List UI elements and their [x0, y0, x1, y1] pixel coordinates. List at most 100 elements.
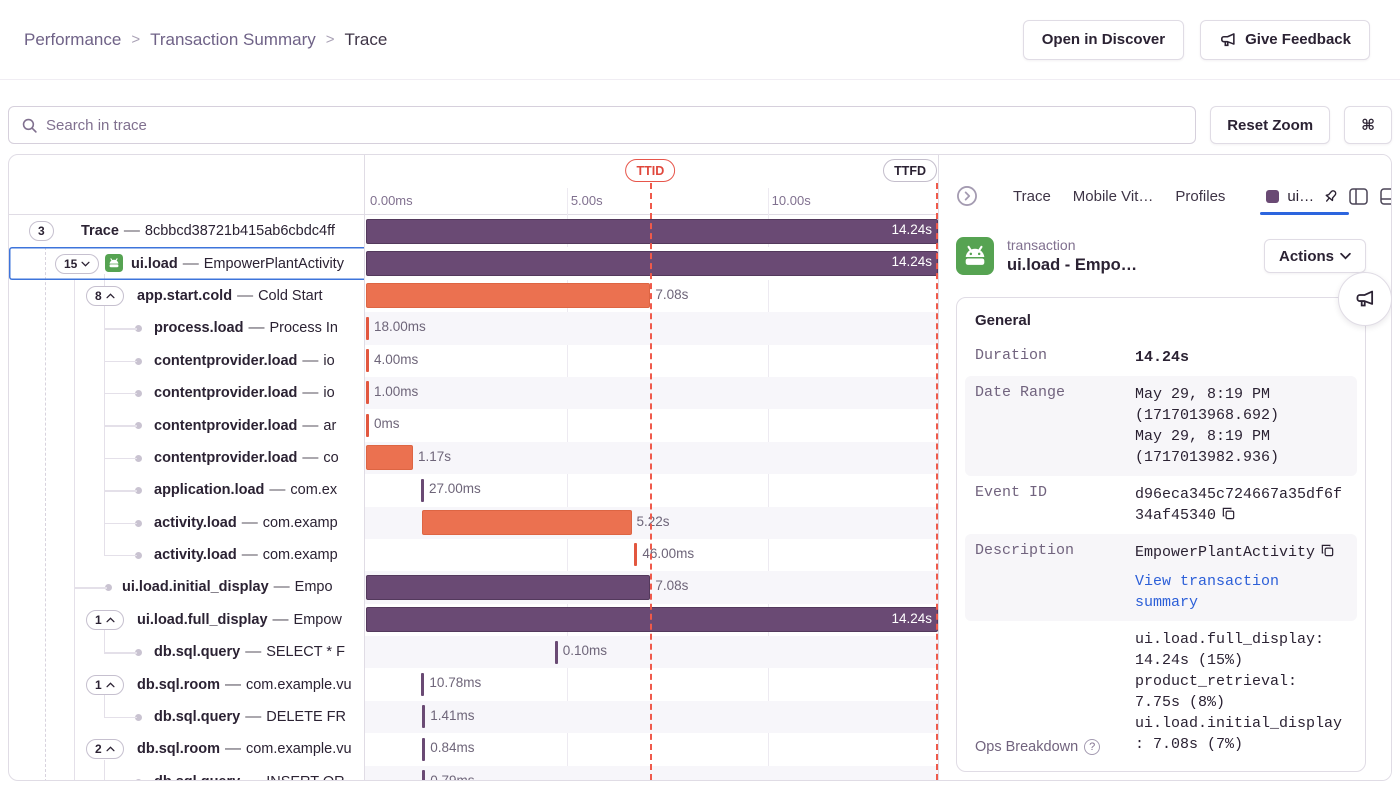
span-row[interactable]: 1 db.sql.room — com.example.vu 10.78ms — [9, 668, 938, 700]
feedback-float-button[interactable] — [1338, 272, 1391, 326]
span-label: application.load — com.ex — [154, 481, 338, 499]
span-bar[interactable] — [366, 574, 651, 600]
span-row-tree-cell[interactable]: 15 ui.load — EmpowerPlantActivity — [9, 247, 364, 279]
tab-profiles[interactable]: Profiles — [1164, 188, 1236, 205]
dock-bottom-button[interactable] — [1380, 187, 1391, 205]
search-box[interactable] — [8, 106, 1197, 144]
span-row-tree-cell[interactable]: contentprovider.load — io — [9, 377, 364, 409]
span-tick[interactable] — [422, 705, 426, 729]
span-row-tree-cell[interactable]: contentprovider.load — io — [9, 345, 364, 377]
general-row-description: Description EmpowerPlantActivity View tran… — [965, 534, 1357, 621]
span-bar[interactable] — [366, 445, 413, 471]
span-tick[interactable] — [421, 672, 425, 696]
expand-pill[interactable]: 2 — [86, 739, 124, 760]
span-row-tree-cell[interactable]: application.load — com.ex — [9, 474, 364, 506]
span-row-tree-cell[interactable]: ui.load.initial_display — Empo — [9, 571, 364, 603]
span-row-tree-cell[interactable]: 8 app.start.cold — Cold Start — [9, 280, 364, 312]
dock-left-button[interactable] — [1349, 187, 1368, 205]
span-label: ui.load.initial_display — Empo — [122, 578, 333, 596]
copy-icon[interactable] — [1221, 506, 1236, 521]
copy-icon[interactable] — [1320, 543, 1335, 558]
span-row[interactable]: activity.load — com.examp 5.22s — [9, 506, 938, 539]
span-row[interactable]: db.sql.query — DELETE FR 1.41ms — [9, 700, 938, 734]
span-row[interactable]: 2 db.sql.room — com.example.vu 0.84ms — [9, 733, 938, 765]
tab-trace[interactable]: Trace — [1002, 188, 1062, 205]
span-row-chart-cell[interactable]: 7.08s — [364, 280, 938, 312]
expand-pill[interactable]: 3 — [29, 221, 54, 242]
leaf-connector-dot — [135, 422, 142, 430]
span-row-tree-cell[interactable]: 3 Trace —8cbbcd38721b415ab6cbdc4ff — [9, 215, 364, 247]
span-row[interactable]: contentprovider.load — co 1.17s — [9, 441, 938, 475]
span-row-chart-cell[interactable]: 0ms — [364, 409, 938, 441]
span-bar[interactable] — [366, 283, 651, 309]
span-tick[interactable] — [422, 770, 426, 780]
actions-dropdown[interactable]: Actions — [1263, 239, 1366, 273]
help-icon[interactable]: ? — [1084, 739, 1101, 755]
span-row-chart-cell[interactable]: 0.84ms — [364, 733, 938, 765]
tree-chart-divider[interactable] — [364, 155, 365, 780]
span-row-tree-cell[interactable]: 1 db.sql.room — com.example.vu — [9, 668, 364, 700]
span-row[interactable]: 3 Trace —8cbbcd38721b415ab6cbdc4ff 14.24s — [9, 215, 938, 247]
span-row-tree-cell[interactable]: activity.load — com.examp — [9, 507, 364, 539]
span-tick[interactable] — [634, 543, 638, 567]
span-row-tree-cell[interactable]: db.sql.query—INSERT OR — [9, 766, 364, 780]
span-row-chart-cell[interactable]: 27.00ms — [364, 474, 938, 506]
span-tick[interactable] — [366, 413, 369, 437]
span-row-chart-cell[interactable]: 4.00ms — [364, 345, 938, 377]
span-tick[interactable] — [422, 737, 426, 761]
span-row-chart-cell[interactable]: 10.78ms — [364, 668, 938, 700]
span-row-tree-cell[interactable]: process.load — Process In — [9, 312, 364, 344]
span-row[interactable]: 8 app.start.cold — Cold Start 7.08s — [9, 280, 938, 312]
reset-zoom-button[interactable]: Reset Zoom — [1210, 106, 1331, 144]
expand-pill[interactable]: 1 — [86, 674, 124, 695]
span-row[interactable]: ui.load.initial_display — Empo 7.08s — [9, 571, 938, 604]
span-row-tree-cell[interactable]: contentprovider.load — co — [9, 442, 364, 474]
span-row[interactable]: db.sql.query — SELECT * F 0.10ms — [9, 636, 938, 669]
span-bar[interactable] — [421, 510, 632, 536]
tab-ui-load-active[interactable]: ui… — [1260, 179, 1349, 215]
span-label: contentprovider.load — co — [154, 448, 339, 466]
span-row-tree-cell[interactable]: 1 ui.load.full_display — Empow — [9, 604, 364, 636]
span-row[interactable]: activity.load — com.examp 46.00ms — [9, 539, 938, 571]
expand-pill[interactable]: 8 — [86, 285, 124, 306]
tab-mobilevit[interactable]: Mobile Vit… — [1062, 188, 1165, 205]
span-row[interactable]: db.sql.query—INSERT OR 0.79ms — [9, 765, 938, 780]
expand-pill[interactable]: 1 — [86, 609, 124, 630]
span-tick[interactable] — [421, 478, 425, 502]
pin-icon[interactable] — [1322, 188, 1339, 205]
expand-pill[interactable]: 15 — [55, 253, 100, 274]
span-tick[interactable] — [366, 316, 369, 340]
shortcuts-button[interactable]: ⌘ — [1344, 106, 1392, 144]
span-row-chart-cell[interactable]: 46.00ms — [364, 539, 938, 571]
span-tick[interactable] — [366, 349, 369, 373]
span-tick[interactable] — [366, 381, 369, 405]
give-feedback-button[interactable]: Give Feedback — [1200, 19, 1370, 60]
span-row-tree-cell[interactable]: contentprovider.load — ar — [9, 409, 364, 441]
span-label: db.sql.room — com.example.vu — [137, 740, 352, 758]
open-in-discover-button[interactable]: Open in Discover — [1022, 19, 1185, 60]
span-row-tree-cell[interactable]: activity.load — com.examp — [9, 539, 364, 571]
span-row-tree-cell[interactable]: db.sql.query — SELECT * F — [9, 636, 364, 668]
span-row-tree-cell[interactable]: db.sql.query — DELETE FR — [9, 701, 364, 733]
ttfd-marker[interactable]: TTFD — [883, 159, 937, 182]
search-input[interactable] — [46, 116, 1184, 134]
span-row[interactable]: process.load — Process In 18.00ms — [9, 312, 938, 345]
span-row[interactable]: application.load — com.ex 27.00ms — [9, 474, 938, 506]
detail-label: Ops Breakdown? — [975, 739, 1127, 755]
collapse-panel-button[interactable] — [956, 185, 978, 207]
general-row-ops-breakdown: Ops Breakdown? ui.load.full_display: 14.2… — [965, 621, 1357, 763]
ttid-marker[interactable]: TTID — [625, 159, 676, 182]
span-row-tree-cell[interactable]: 2 db.sql.room — com.example.vu — [9, 733, 364, 765]
span-tick[interactable] — [554, 640, 558, 664]
breadcrumb-item[interactable]: Transaction Summary — [150, 29, 316, 49]
span-row[interactable]: 1 ui.load.full_display — Empow 14.24s — [9, 604, 938, 636]
view-transaction-summary-link[interactable]: View transaction summary — [1135, 573, 1280, 611]
breadcrumb-separator: > — [325, 31, 335, 48]
breadcrumb-item[interactable]: Performance — [24, 29, 122, 49]
span-row[interactable]: contentprovider.load — io 4.00ms — [9, 345, 938, 377]
span-row[interactable]: 15 ui.load — EmpowerPlantActivity 14.24s — [9, 247, 938, 280]
span-duration-label: 18.00ms — [374, 319, 426, 335]
general-row-date-range: Date Range May 29, 8:19 PM (1717013968.69… — [965, 376, 1357, 476]
span-row[interactable]: contentprovider.load — io 1.00ms — [9, 376, 938, 410]
span-row[interactable]: contentprovider.load — ar 0ms — [9, 409, 938, 441]
